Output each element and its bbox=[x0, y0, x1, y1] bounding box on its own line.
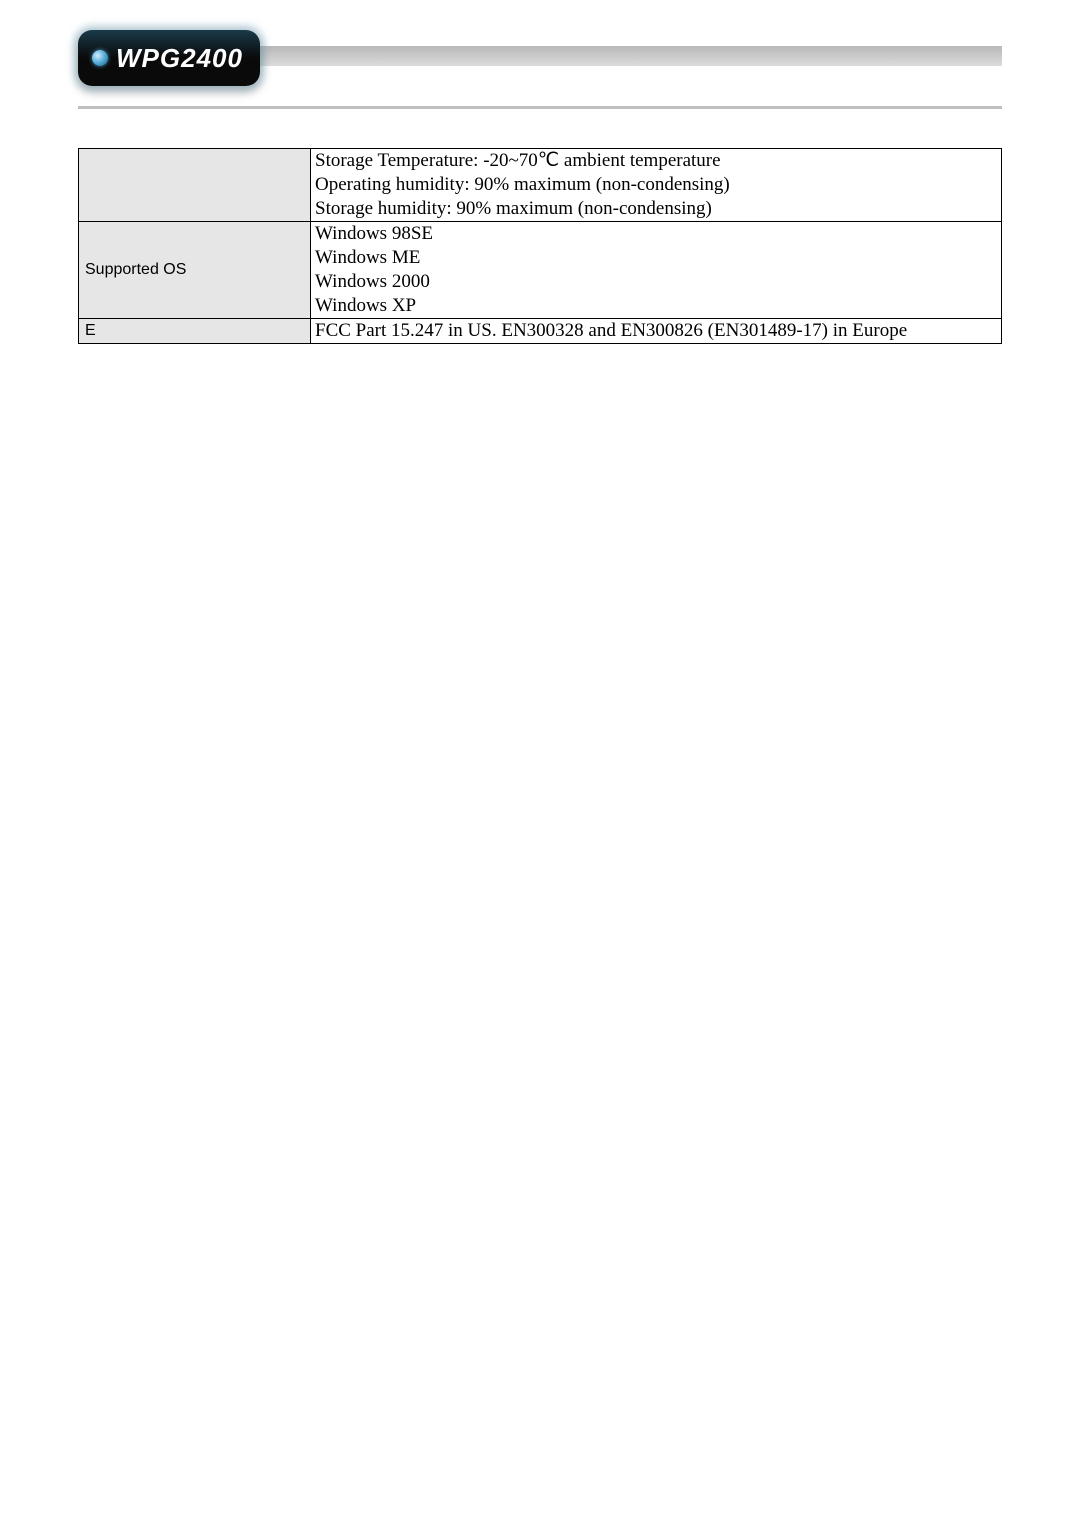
badge-text: WPG2400 bbox=[116, 43, 243, 74]
value-line: Windows ME bbox=[315, 246, 997, 270]
badge-dot-icon bbox=[92, 50, 108, 66]
row-label: Supported OS bbox=[79, 222, 311, 319]
table-row: Storage Temperature: -20~70℃ ambient tem… bbox=[79, 149, 1002, 222]
table-row: Supported OS Windows 98SE Windows ME Win… bbox=[79, 222, 1002, 319]
value-line: Storage Temperature: -20~70℃ ambient tem… bbox=[315, 149, 997, 173]
row-value: Storage Temperature: -20~70℃ ambient tem… bbox=[311, 149, 1002, 222]
page-header: WPG2400 bbox=[0, 0, 1080, 120]
table-row: E FCC Part 15.247 in US. EN300328 and EN… bbox=[79, 319, 1002, 344]
header-underline bbox=[78, 106, 1002, 109]
header-band bbox=[256, 46, 1002, 66]
value-line: FCC Part 15.247 in US. EN300328 and EN30… bbox=[315, 319, 997, 343]
row-value: Windows 98SE Windows ME Windows 2000 Win… bbox=[311, 222, 1002, 319]
spec-table: Storage Temperature: -20~70℃ ambient tem… bbox=[78, 148, 1002, 344]
product-badge: WPG2400 bbox=[78, 30, 260, 86]
value-line: Windows XP bbox=[315, 294, 997, 318]
content-region: Storage Temperature: -20~70℃ ambient tem… bbox=[0, 120, 1080, 344]
row-label bbox=[79, 149, 311, 222]
row-value: FCC Part 15.247 in US. EN300328 and EN30… bbox=[311, 319, 1002, 344]
value-line: Storage humidity: 90% maximum (non-conde… bbox=[315, 197, 997, 221]
value-line: Windows 98SE bbox=[315, 222, 997, 246]
value-line: Operating humidity: 90% maximum (non-con… bbox=[315, 173, 997, 197]
row-label: E bbox=[79, 319, 311, 344]
value-line: Windows 2000 bbox=[315, 270, 997, 294]
